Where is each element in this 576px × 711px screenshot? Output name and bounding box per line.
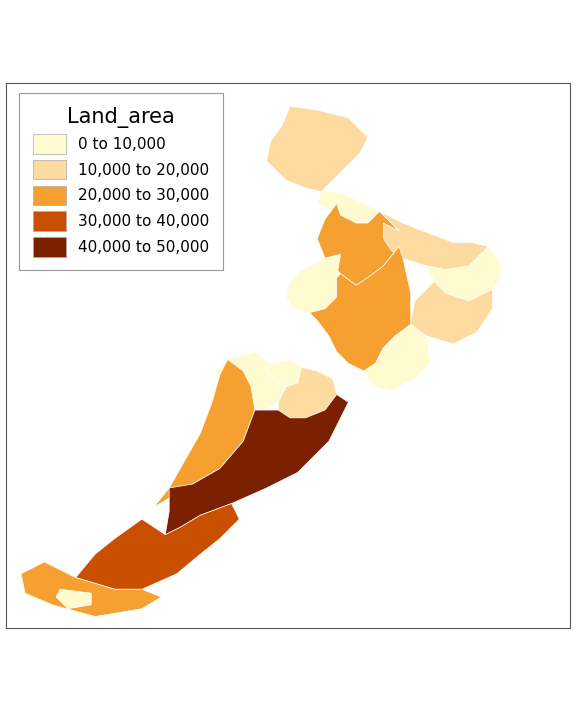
Polygon shape: [278, 367, 337, 418]
Polygon shape: [364, 324, 430, 390]
Polygon shape: [154, 359, 255, 508]
Polygon shape: [165, 395, 348, 535]
Polygon shape: [317, 203, 399, 285]
Polygon shape: [56, 589, 91, 609]
Polygon shape: [380, 211, 488, 269]
Polygon shape: [267, 106, 368, 192]
Polygon shape: [309, 247, 411, 371]
Legend: 0 to 10,000, 10,000 to 20,000, 20,000 to 30,000, 30,000 to 40,000, 40,000 to 50,: 0 to 10,000, 10,000 to 20,000, 20,000 to…: [19, 93, 223, 270]
Polygon shape: [411, 282, 492, 344]
Polygon shape: [267, 359, 302, 387]
Polygon shape: [286, 255, 340, 313]
Polygon shape: [317, 192, 380, 223]
Polygon shape: [75, 503, 239, 589]
Polygon shape: [216, 352, 286, 410]
Polygon shape: [426, 242, 501, 301]
Polygon shape: [21, 562, 161, 616]
